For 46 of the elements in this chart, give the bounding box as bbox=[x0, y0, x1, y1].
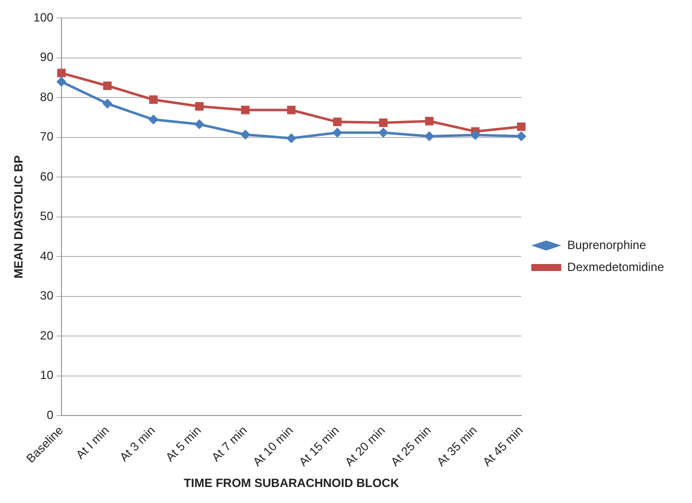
point bbox=[332, 128, 342, 138]
x-tick-label: At 5 min bbox=[162, 423, 204, 464]
x-tick-label: At 7 min bbox=[208, 423, 250, 464]
y-tick-label: 20 bbox=[40, 328, 54, 342]
y-tick-label: 70 bbox=[40, 130, 54, 144]
y-tick-label: 40 bbox=[40, 248, 54, 263]
x-tick-label: At I min bbox=[73, 423, 112, 462]
point bbox=[378, 128, 388, 138]
x-tick-label: At 25 min bbox=[388, 423, 434, 469]
point bbox=[333, 118, 342, 126]
point bbox=[102, 98, 112, 109]
y-tick-label: 80 bbox=[40, 90, 54, 104]
legend-label: Dexmedetomidine bbox=[567, 260, 664, 274]
point bbox=[516, 131, 526, 142]
point bbox=[286, 133, 296, 144]
y-tick-label: 0 bbox=[46, 408, 54, 422]
x-tick-label: At 15 min bbox=[296, 423, 342, 469]
point bbox=[194, 119, 204, 130]
point bbox=[57, 68, 66, 78]
point bbox=[56, 76, 66, 87]
y-tick-label: 90 bbox=[40, 50, 54, 64]
point bbox=[379, 118, 388, 127]
x-tick-label: At 35 min bbox=[434, 423, 480, 469]
y-tick-label: 50 bbox=[40, 209, 54, 224]
point bbox=[424, 131, 434, 142]
point bbox=[148, 114, 158, 125]
y-axis-title: MEAN DIASTOLIC BP bbox=[12, 155, 26, 278]
point bbox=[195, 102, 204, 111]
legend-label: Buprenorphine bbox=[567, 238, 646, 252]
point bbox=[425, 116, 434, 126]
y-tick-label: 30 bbox=[40, 288, 54, 303]
y-tick-label: 10 bbox=[40, 368, 54, 382]
x-tick-label: At 45 min bbox=[480, 423, 526, 469]
point bbox=[240, 130, 250, 140]
y-tick-label: 100 bbox=[33, 10, 54, 25]
x-tick-label: At 3 min bbox=[116, 423, 158, 464]
point bbox=[241, 106, 250, 114]
x-axis-title: TIME FROM SUBARACHNOID BLOCK bbox=[184, 476, 400, 490]
x-tick-label: At 10 min bbox=[250, 423, 296, 469]
point bbox=[149, 95, 158, 104]
y-tick-label: 60 bbox=[40, 169, 54, 184]
point bbox=[103, 82, 112, 90]
point bbox=[470, 130, 480, 140]
x-tick-label: At 20 min bbox=[342, 423, 388, 469]
point bbox=[287, 106, 296, 114]
point bbox=[517, 122, 526, 131]
